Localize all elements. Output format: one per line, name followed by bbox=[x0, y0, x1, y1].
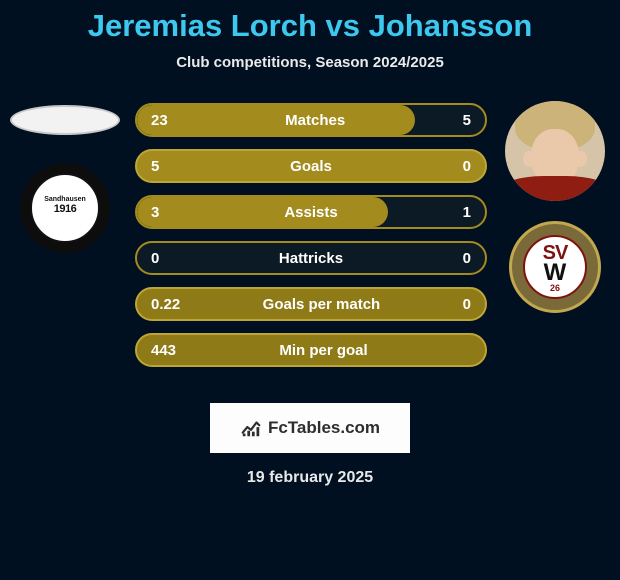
stat-value-left: 3 bbox=[151, 204, 159, 221]
right-badge-year: 26 bbox=[550, 283, 560, 293]
player-photo-right bbox=[505, 101, 605, 201]
stat-value-left: 5 bbox=[151, 158, 159, 175]
stat-row: 0.22 Goals per match 0 bbox=[135, 287, 487, 321]
fctables-label: FcTables.com bbox=[268, 418, 380, 438]
stat-value-right: 5 bbox=[463, 112, 471, 129]
stat-value-left: 23 bbox=[151, 112, 168, 129]
left-badge-year: 1916 bbox=[54, 203, 76, 215]
stat-label: Assists bbox=[284, 204, 337, 221]
stat-value-right: 1 bbox=[463, 204, 471, 221]
stats-panel: 23Matches55Goals03Assists10Hattricks00.2… bbox=[135, 103, 487, 379]
stat-label: Goals per match bbox=[263, 296, 381, 313]
stat-value-left: 0.22 bbox=[151, 296, 180, 313]
stat-bar-fill bbox=[137, 105, 415, 135]
stat-value-right: 0 bbox=[463, 250, 471, 267]
page-title: Jeremias Lorch vs Johansson bbox=[0, 0, 620, 44]
left-column: Sandhausen 1916 bbox=[5, 101, 125, 371]
left-badge-text: Sandhausen bbox=[44, 196, 86, 203]
stat-row: 23 Matches 5 bbox=[135, 103, 487, 137]
stat-label: Matches bbox=[285, 112, 345, 129]
stat-label: Min per goal bbox=[279, 342, 367, 359]
comparison-content: Sandhausen 1916 23 Matches 5 5 Goals 0 3 Assist… bbox=[0, 101, 620, 391]
right-column: SV W 26 bbox=[495, 101, 615, 371]
stat-value-right: 0 bbox=[463, 158, 471, 175]
stat-row: 0 Hattricks 0 bbox=[135, 241, 487, 275]
right-team-badge: SV W 26 bbox=[509, 221, 601, 313]
stat-row: 443 Min per goal bbox=[135, 333, 487, 367]
left-team-badge: Sandhausen 1916 bbox=[20, 163, 110, 253]
stat-row: 5 Goals 0 bbox=[135, 149, 487, 183]
stat-value-left: 0 bbox=[151, 250, 159, 267]
chart-icon bbox=[240, 417, 262, 439]
subtitle: Club competitions, Season 2024/2025 bbox=[0, 54, 620, 71]
stat-value-left: 443 bbox=[151, 342, 176, 359]
stat-value-right: 0 bbox=[463, 296, 471, 313]
stat-label: Hattricks bbox=[279, 250, 343, 267]
date-label: 19 february 2025 bbox=[0, 469, 620, 487]
stat-bar-fill bbox=[137, 197, 388, 227]
stat-label: Goals bbox=[290, 158, 332, 175]
fctables-brand[interactable]: FcTables.com bbox=[210, 403, 410, 453]
player-placeholder-left bbox=[10, 105, 120, 135]
stat-row: 3 Assists 1 bbox=[135, 195, 487, 229]
